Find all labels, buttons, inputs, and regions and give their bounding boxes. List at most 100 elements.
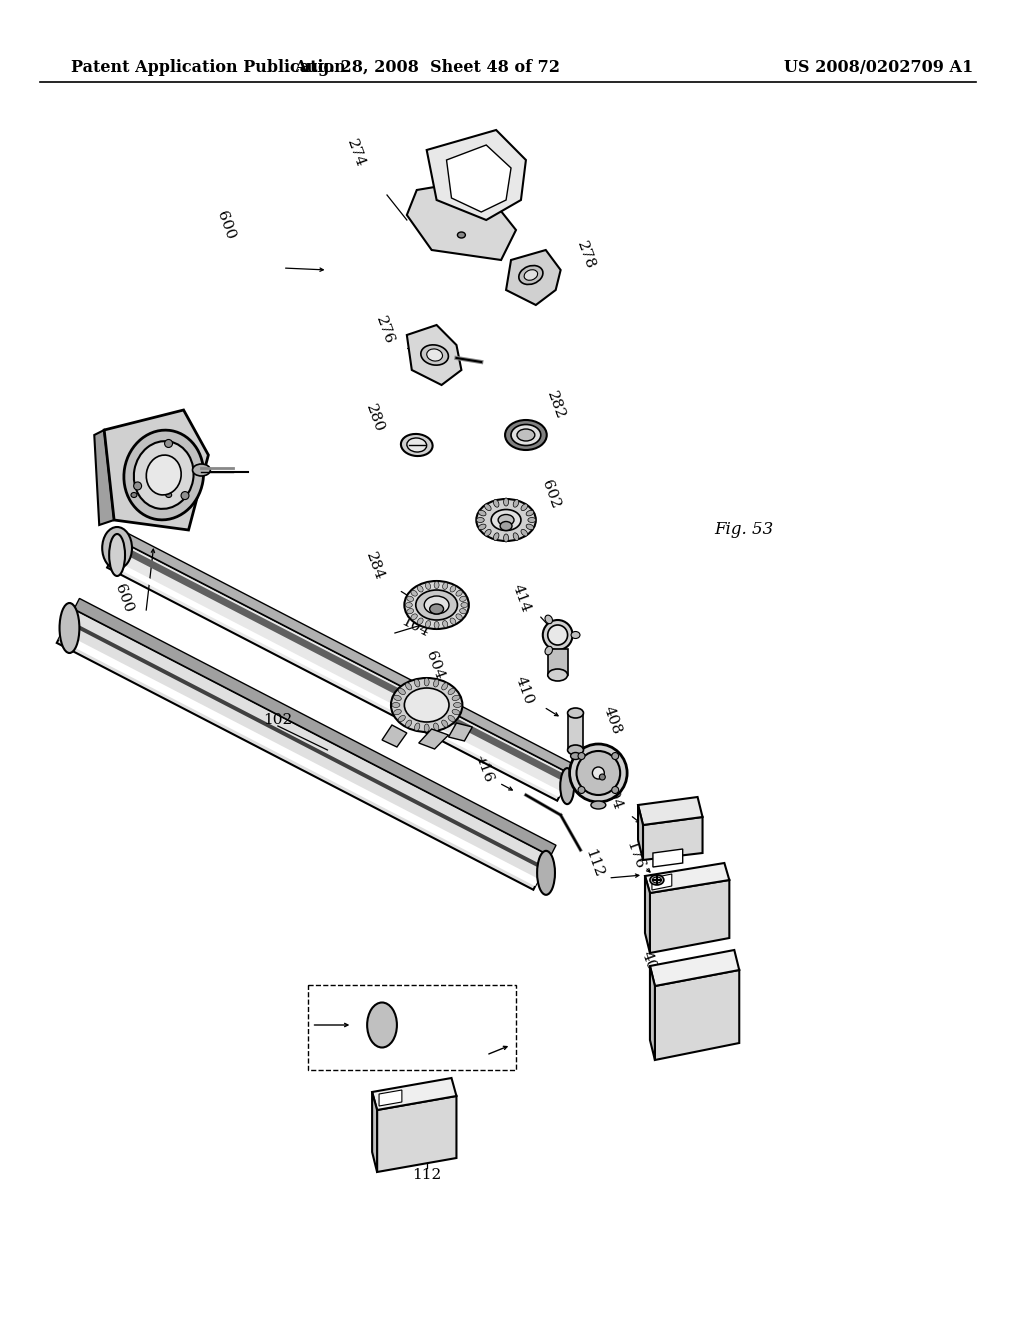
Ellipse shape xyxy=(425,620,431,627)
Polygon shape xyxy=(108,541,570,801)
Ellipse shape xyxy=(545,615,553,623)
Polygon shape xyxy=(74,598,556,855)
Ellipse shape xyxy=(110,535,125,576)
Polygon shape xyxy=(446,145,511,213)
Polygon shape xyxy=(121,532,575,774)
Polygon shape xyxy=(377,1096,457,1172)
Polygon shape xyxy=(650,950,739,986)
Ellipse shape xyxy=(578,752,585,759)
Ellipse shape xyxy=(528,517,536,523)
Ellipse shape xyxy=(441,682,447,690)
Polygon shape xyxy=(655,970,739,1060)
Text: 276: 276 xyxy=(374,314,396,346)
Text: 176: 176 xyxy=(624,840,646,871)
Polygon shape xyxy=(506,249,561,305)
Ellipse shape xyxy=(454,702,462,708)
Ellipse shape xyxy=(102,527,132,569)
Ellipse shape xyxy=(406,682,412,690)
Ellipse shape xyxy=(452,696,460,701)
Ellipse shape xyxy=(368,1002,397,1048)
Polygon shape xyxy=(652,874,672,890)
Text: 104: 104 xyxy=(398,614,431,640)
Ellipse shape xyxy=(451,586,456,591)
Text: 600: 600 xyxy=(113,582,135,614)
Polygon shape xyxy=(449,723,472,741)
Ellipse shape xyxy=(452,709,460,715)
Ellipse shape xyxy=(511,425,541,446)
Ellipse shape xyxy=(424,678,429,686)
Ellipse shape xyxy=(571,631,580,639)
Ellipse shape xyxy=(134,482,141,490)
Polygon shape xyxy=(67,620,545,870)
Polygon shape xyxy=(58,632,539,886)
Ellipse shape xyxy=(407,438,427,451)
Polygon shape xyxy=(650,966,655,1060)
Ellipse shape xyxy=(513,533,519,540)
Polygon shape xyxy=(548,649,567,675)
Ellipse shape xyxy=(494,499,499,507)
Ellipse shape xyxy=(548,669,567,681)
Text: 112: 112 xyxy=(412,1168,441,1181)
Ellipse shape xyxy=(406,602,413,607)
Text: 102: 102 xyxy=(263,713,293,727)
Ellipse shape xyxy=(425,582,431,590)
Ellipse shape xyxy=(424,597,449,614)
Ellipse shape xyxy=(461,602,468,607)
Polygon shape xyxy=(104,411,208,531)
Ellipse shape xyxy=(526,524,534,529)
Ellipse shape xyxy=(442,582,447,590)
Ellipse shape xyxy=(460,597,466,602)
Ellipse shape xyxy=(567,744,584,755)
Ellipse shape xyxy=(492,510,521,531)
Ellipse shape xyxy=(478,524,486,529)
Ellipse shape xyxy=(391,678,463,733)
Ellipse shape xyxy=(652,876,662,883)
Ellipse shape xyxy=(577,751,621,795)
Ellipse shape xyxy=(526,511,534,516)
Ellipse shape xyxy=(401,434,432,455)
Ellipse shape xyxy=(416,590,458,620)
Ellipse shape xyxy=(476,517,484,523)
Ellipse shape xyxy=(548,624,567,645)
Text: 280: 280 xyxy=(364,401,387,434)
Ellipse shape xyxy=(404,581,469,630)
Ellipse shape xyxy=(411,614,418,619)
Ellipse shape xyxy=(404,688,449,722)
Ellipse shape xyxy=(538,851,555,895)
Ellipse shape xyxy=(578,787,585,793)
Polygon shape xyxy=(645,876,650,953)
Ellipse shape xyxy=(398,715,406,722)
Ellipse shape xyxy=(513,499,519,507)
Ellipse shape xyxy=(442,620,447,627)
Ellipse shape xyxy=(424,723,429,733)
Ellipse shape xyxy=(134,441,194,510)
Polygon shape xyxy=(645,863,729,894)
Polygon shape xyxy=(419,729,449,748)
Ellipse shape xyxy=(398,688,406,694)
Text: 416: 416 xyxy=(473,752,496,784)
Ellipse shape xyxy=(591,801,606,809)
Ellipse shape xyxy=(166,492,172,498)
Polygon shape xyxy=(372,1092,377,1172)
Polygon shape xyxy=(372,1078,457,1110)
Ellipse shape xyxy=(478,511,486,516)
Text: Fig. 53: Fig. 53 xyxy=(715,521,774,539)
Ellipse shape xyxy=(449,688,455,694)
Ellipse shape xyxy=(650,875,664,884)
Ellipse shape xyxy=(567,708,584,718)
Text: 404: 404 xyxy=(602,779,625,810)
Ellipse shape xyxy=(418,586,423,591)
Ellipse shape xyxy=(430,605,443,614)
Ellipse shape xyxy=(411,590,418,597)
Ellipse shape xyxy=(451,618,456,624)
Ellipse shape xyxy=(500,521,512,531)
Polygon shape xyxy=(653,849,683,867)
Ellipse shape xyxy=(456,590,462,597)
Ellipse shape xyxy=(434,582,439,589)
Ellipse shape xyxy=(433,723,439,731)
Ellipse shape xyxy=(441,719,447,727)
Text: 284: 284 xyxy=(364,550,387,582)
Polygon shape xyxy=(379,1090,401,1106)
Text: 112: 112 xyxy=(582,847,605,879)
Polygon shape xyxy=(407,325,462,385)
